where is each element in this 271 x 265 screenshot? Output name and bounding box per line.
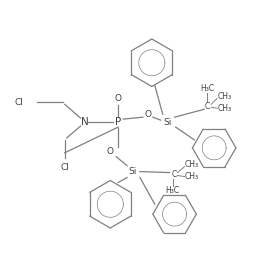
Text: CH₃: CH₃ — [217, 104, 231, 113]
Text: Cl: Cl — [15, 98, 24, 107]
Text: Cl: Cl — [60, 163, 69, 172]
Text: O: O — [115, 94, 122, 103]
Text: CH₃: CH₃ — [185, 172, 199, 181]
Text: O: O — [107, 147, 114, 156]
Text: Si: Si — [129, 167, 137, 176]
Text: C: C — [205, 102, 210, 111]
Text: H₃C: H₃C — [166, 186, 180, 195]
Text: CH₃: CH₃ — [185, 160, 199, 169]
Text: Si: Si — [163, 118, 172, 127]
Text: O: O — [144, 110, 151, 119]
Text: CH₃: CH₃ — [217, 92, 231, 101]
Text: C: C — [172, 170, 177, 179]
Text: N: N — [81, 117, 88, 127]
Text: P: P — [115, 117, 121, 127]
Text: H₃C: H₃C — [200, 84, 214, 93]
